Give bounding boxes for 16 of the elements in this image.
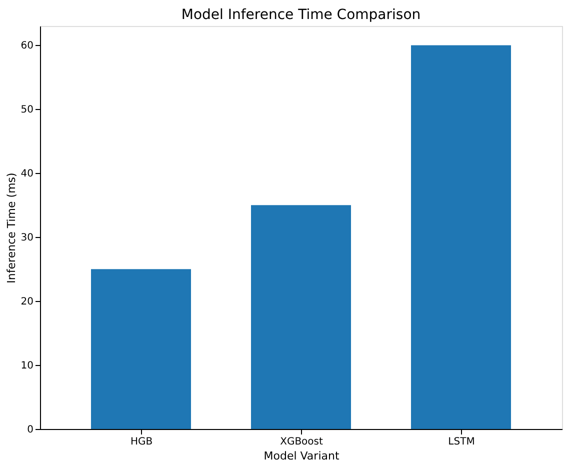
x-tick-label: HGB [130,436,153,448]
bar [91,269,191,429]
x-tick-label: LSTM [448,436,475,448]
y-tick-label: 30 [20,232,34,244]
x-axis-title: Model Variant [264,450,340,462]
y-tick-label: 10 [20,360,34,372]
bar [411,45,511,429]
y-tick-label: 0 [27,424,34,436]
y-tick-label: 40 [20,168,34,180]
x-tick-label: XGBoost [280,436,323,448]
y-tick-label: 20 [20,296,34,308]
y-tick-label: 60 [20,40,34,52]
bar [251,205,351,429]
y-tick-label: 50 [20,104,34,116]
y-axis-title: Inference Time (ms) [4,172,18,284]
chart-title: Model Inference Time Comparison [181,7,421,23]
